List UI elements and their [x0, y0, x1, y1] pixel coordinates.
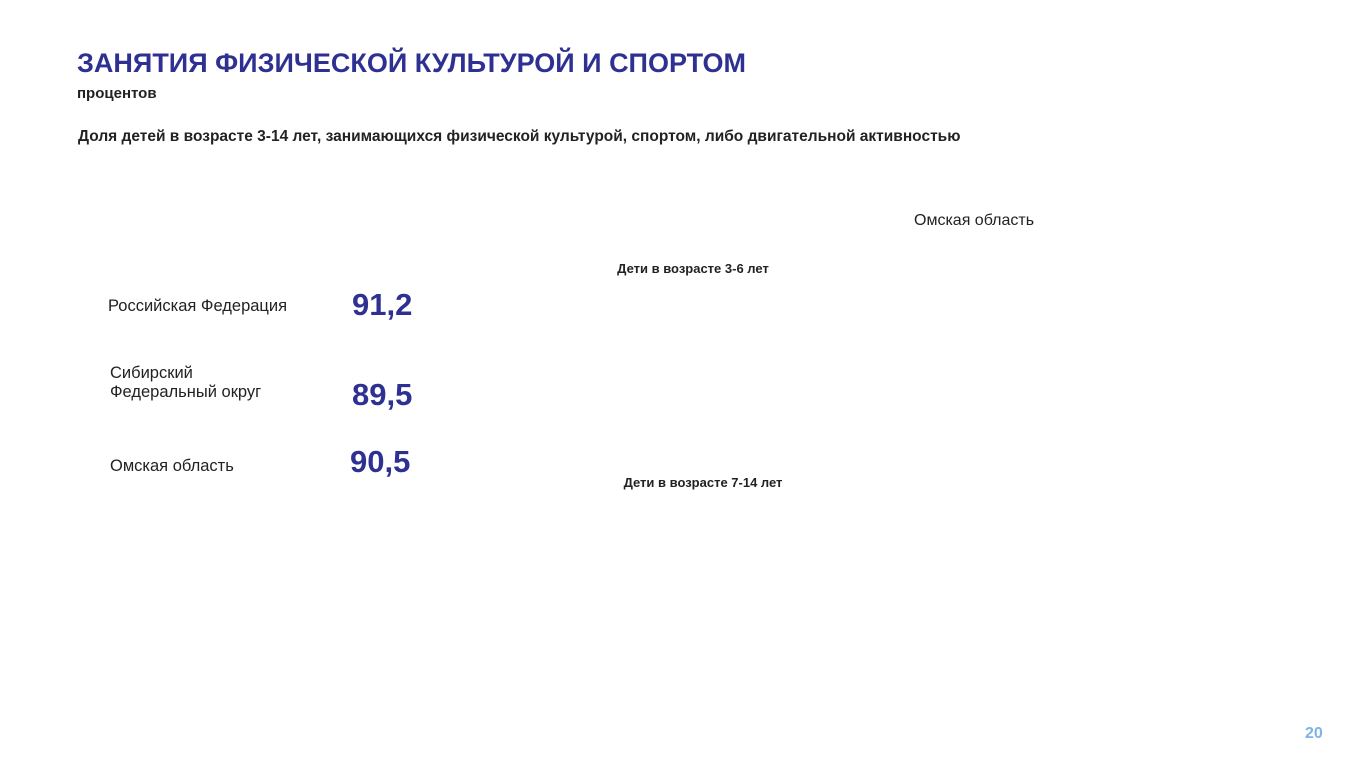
region-value: 90,5 [350, 444, 411, 479]
region-value: 89,5 [352, 377, 413, 412]
region-name: Сибирский Федеральный округ [110, 364, 262, 401]
title: ЗАНЯТИЯ ФИЗИЧЕСКОЙ КУЛЬТУРОЙ И СПОРТОМ [77, 48, 746, 78]
region-name: Российская Федерация [108, 297, 288, 315]
legend-label: Омская область [914, 212, 1035, 229]
heading: Доля детей в возрасте 3-14 лет, занимающ… [78, 128, 961, 145]
page-number: 20 [1305, 725, 1323, 742]
region-name: Омская область [110, 457, 234, 475]
group-label: Дети в возрасте 3-6 лет [617, 261, 769, 276]
region-value: 91,2 [352, 287, 413, 322]
subtitle: процентов [77, 85, 157, 102]
group-label: Дети в возрасте 7-14 лет [623, 475, 783, 490]
